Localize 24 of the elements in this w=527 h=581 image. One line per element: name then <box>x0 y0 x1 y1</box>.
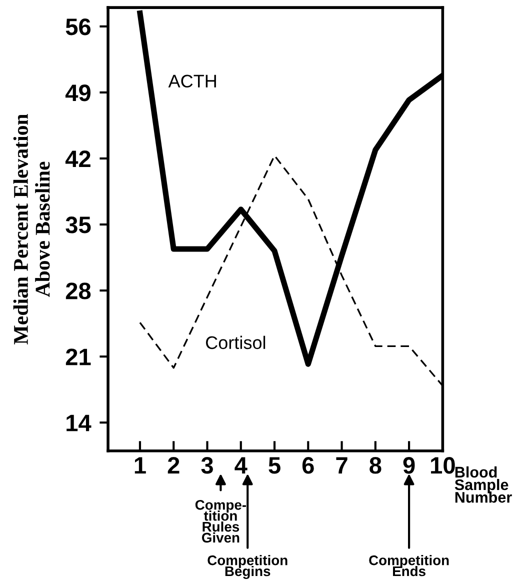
x-tick-label: 1 <box>134 457 146 474</box>
x-tick-label: 5 <box>268 457 280 474</box>
y-tick-label: 49 <box>65 84 90 102</box>
text: Competition Ends <box>369 555 449 576</box>
y-tick-label: 42 <box>65 150 90 168</box>
text: Compe- tition Rules Given <box>195 500 246 543</box>
x-tick-label: 7 <box>336 457 348 474</box>
series-label: ACTH <box>168 74 216 88</box>
y-tick-label: 28 <box>66 282 91 300</box>
x-axis-title: Blood Sample Number <box>454 466 512 503</box>
x-tick-label: 6 <box>302 457 314 474</box>
x-tick-label: 3 <box>201 457 213 474</box>
y-tick-label: 56 <box>66 18 91 36</box>
x-tick-label: 4 <box>234 457 248 474</box>
series-label: Cortisol <box>206 336 266 350</box>
x-tick-label: 8 <box>370 457 382 474</box>
x-tick-label: 2 <box>168 457 180 474</box>
text: Competition Begins <box>208 555 288 579</box>
x-tick-label: 10 <box>431 457 455 474</box>
y-axis-title: Median Percent Elevation Above Baseline <box>13 114 50 344</box>
y-tick-label: 14 <box>66 414 92 432</box>
x-tick-label: 9 <box>403 457 415 474</box>
y-tick-label: 21 <box>66 348 91 366</box>
y-tick-label: 35 <box>66 216 91 234</box>
